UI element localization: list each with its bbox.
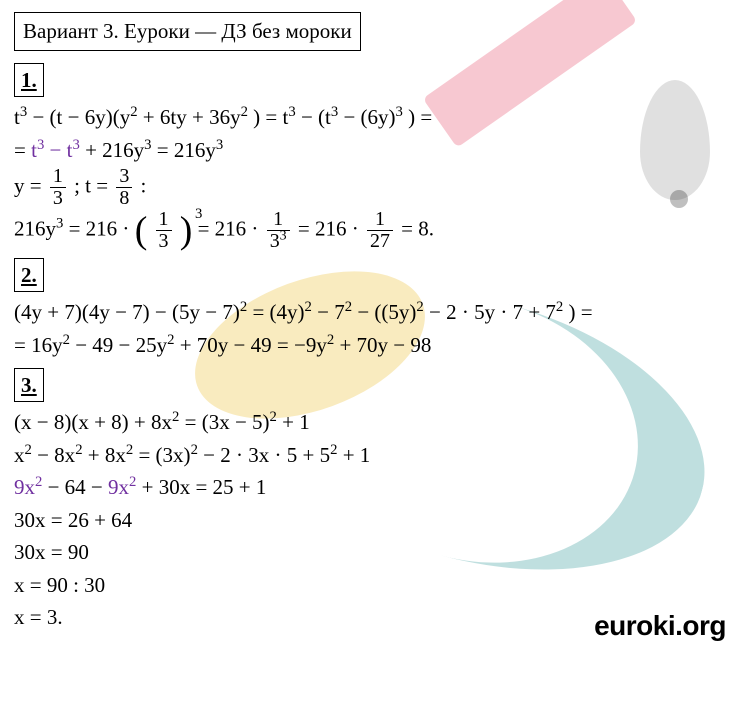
brand-watermark: euroki.org: [594, 610, 726, 642]
problem-3-line-3: 9x2 − 64 − 9x2 + 30x = 25 + 1: [14, 471, 740, 504]
problem-2-line-1: (4y + 7)(4y − 7) − (5y − 7)2 = (4y)2 − 7…: [14, 296, 740, 329]
page-title: Вариант 3. Еуроки — ДЗ без мороки: [14, 12, 361, 51]
problem-3-line-1: (x − 8)(x + 8) + 8x2 = (3x − 5)2 + 1: [14, 406, 740, 439]
problem-1-line-3: y = 13 ; t = 38 :: [14, 166, 740, 209]
problem-3-label: 3.: [14, 368, 44, 403]
problem-3-line-2: x2 − 8x2 + 8x2 = (3x)2 − 2 · 3x · 5 + 52…: [14, 439, 740, 472]
problem-2-line-2: = 16y2 − 49 − 25y2 + 70y − 49 = −9y2 + 7…: [14, 329, 740, 362]
problem-1-line-1: t3 − (t − 6y)(y2 + 6ty + 36y2 ) = t3 − (…: [14, 101, 740, 134]
document-body: Вариант 3. Еуроки — ДЗ без мороки 1. t3 …: [0, 0, 754, 646]
problem-1-line-2: = t3 − t3 + 216y3 = 216y3: [14, 134, 740, 167]
problem-3-line-4: 30x = 26 + 64: [14, 504, 740, 537]
problem-1-label: 1.: [14, 63, 44, 98]
problem-2-label: 2.: [14, 258, 44, 293]
problem-3-line-5: 30x = 90: [14, 536, 740, 569]
problem-3-line-6: x = 90 : 30: [14, 569, 740, 602]
problem-1-line-4: 216y3 = 216 · ( 13 ) 3 = 216 · 133 = 216…: [14, 209, 740, 252]
